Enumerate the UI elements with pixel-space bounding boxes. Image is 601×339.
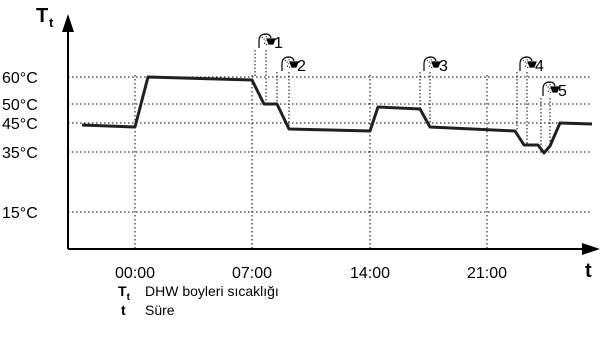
temperature-curve <box>81 75 593 155</box>
event-icons <box>258 33 560 96</box>
legend-subscript: t <box>126 291 130 303</box>
shower-icon <box>542 81 560 96</box>
y-axis-symbol: T <box>36 5 48 27</box>
event-label: 3 <box>439 58 448 75</box>
shower-icon <box>258 33 276 48</box>
x-tick-label: 00:00 <box>115 265 155 282</box>
event-label: 5 <box>558 83 567 100</box>
y-tick-label: 35°C <box>2 145 38 162</box>
x-axis-arrow <box>582 243 600 255</box>
shower-icon <box>423 56 441 71</box>
legend-symbol: Tt <box>118 283 130 303</box>
y-tick-label: 60°C <box>2 70 38 87</box>
x-tick-label: 21:00 <box>467 265 507 282</box>
shower-icon <box>281 56 299 71</box>
y-tick-label: 15°C <box>2 205 38 222</box>
y-axis-subscript: t <box>49 15 54 30</box>
axes <box>62 14 600 255</box>
y-tick-label: 50°C <box>2 97 38 114</box>
legend-symbol: t <box>121 302 126 318</box>
x-tick-label: 07:00 <box>232 265 272 282</box>
event-label: 4 <box>535 58 544 75</box>
shower-icon <box>519 56 537 71</box>
y-tick-label: 45°C <box>2 116 38 133</box>
event-markers <box>254 50 551 146</box>
legend-text: Süre <box>145 302 175 318</box>
x-axis-symbol: t <box>585 260 592 282</box>
x-tick-label: 14:00 <box>350 265 390 282</box>
grid <box>68 75 592 249</box>
legend-text: DHW boyleri sıcaklığı <box>145 283 279 299</box>
event-label: 2 <box>297 58 306 75</box>
event-label: 1 <box>274 35 283 52</box>
y-axis-arrow <box>62 14 74 32</box>
